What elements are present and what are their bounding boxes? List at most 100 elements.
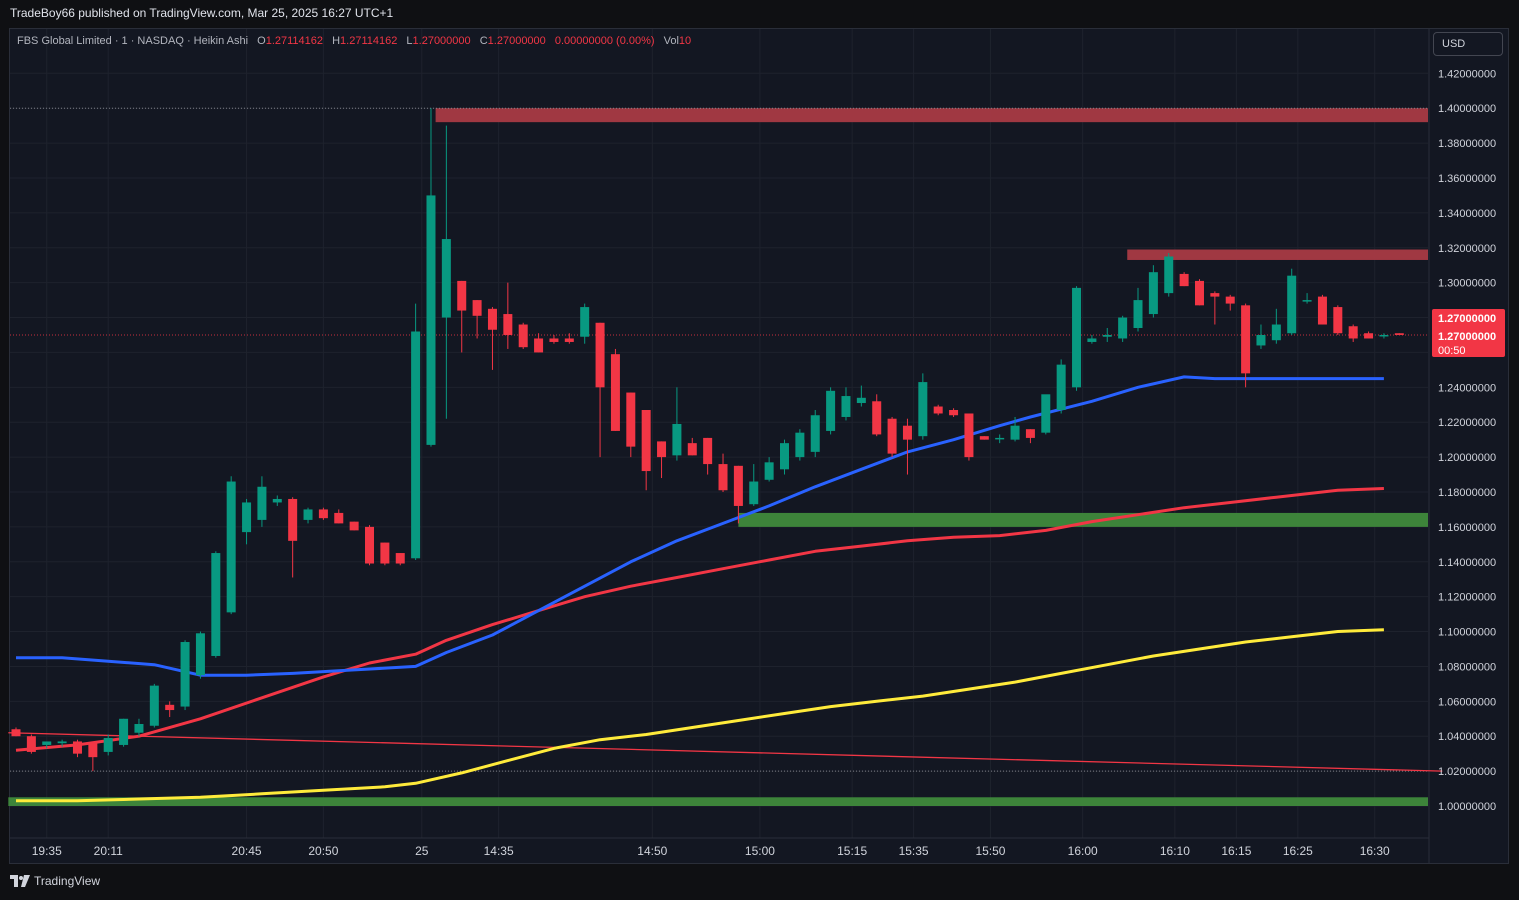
moving-average-yellow[interactable] bbox=[16, 628, 1384, 803]
candle-body[interactable] bbox=[610, 354, 620, 431]
candle-body[interactable] bbox=[933, 406, 943, 414]
candle-body[interactable] bbox=[180, 642, 190, 707]
candle-body[interactable] bbox=[1394, 333, 1404, 335]
candle-body[interactable] bbox=[1118, 317, 1128, 339]
moving-average-red[interactable] bbox=[15, 487, 1384, 752]
candle-body[interactable] bbox=[426, 195, 436, 445]
green-zone[interactable] bbox=[8, 797, 1429, 806]
candle-body[interactable] bbox=[334, 512, 344, 524]
candle-body[interactable] bbox=[580, 307, 590, 337]
candle-body[interactable] bbox=[1225, 296, 1235, 304]
candle-body[interactable] bbox=[380, 542, 390, 564]
candle-body[interactable] bbox=[703, 437, 713, 465]
candle-body[interactable] bbox=[964, 413, 974, 458]
candle-body[interactable] bbox=[1072, 287, 1082, 388]
candle-body[interactable] bbox=[595, 322, 605, 388]
candle-body[interactable] bbox=[872, 401, 882, 435]
trend-line[interactable] bbox=[8, 732, 1443, 772]
candle-body[interactable] bbox=[795, 432, 805, 458]
candle-body[interactable] bbox=[718, 464, 728, 491]
candle-body[interactable] bbox=[1379, 334, 1389, 337]
candle-body[interactable] bbox=[764, 462, 774, 480]
candle-body[interactable] bbox=[1364, 333, 1374, 339]
candle-body[interactable] bbox=[26, 736, 36, 752]
candle-body[interactable] bbox=[226, 481, 236, 613]
candle-body[interactable] bbox=[626, 392, 636, 447]
candle-body[interactable] bbox=[810, 415, 820, 452]
candle-body[interactable] bbox=[749, 481, 759, 505]
candle-body[interactable] bbox=[1256, 334, 1266, 346]
candle-body[interactable] bbox=[1302, 300, 1312, 302]
candle-body[interactable] bbox=[441, 239, 451, 318]
red-zone[interactable] bbox=[435, 108, 1428, 123]
candle-body[interactable] bbox=[195, 633, 205, 676]
candle-body[interactable] bbox=[1041, 394, 1051, 433]
candle-body[interactable] bbox=[487, 308, 497, 330]
candle-body[interactable] bbox=[318, 509, 328, 519]
chart-area[interactable] bbox=[9, 28, 1509, 864]
candle-body[interactable] bbox=[672, 423, 682, 456]
symbol-info[interactable]: FBS Global Limited · 1 · NASDAQ · Heikin… bbox=[17, 35, 249, 47]
candle-body[interactable] bbox=[149, 685, 159, 726]
candle-body[interactable] bbox=[1087, 338, 1097, 342]
green-zone[interactable] bbox=[738, 512, 1428, 527]
candle-body[interactable] bbox=[1164, 256, 1174, 294]
candle-body[interactable] bbox=[1010, 425, 1020, 440]
moving-average-blue[interactable] bbox=[16, 375, 1384, 677]
candle-body[interactable] bbox=[1287, 275, 1297, 334]
candle-body[interactable] bbox=[72, 741, 82, 754]
candle-body[interactable] bbox=[1025, 429, 1035, 438]
candle-body[interactable] bbox=[534, 338, 544, 353]
candle-body[interactable] bbox=[1210, 293, 1220, 297]
candle-body[interactable] bbox=[457, 280, 467, 311]
candle-body[interactable] bbox=[918, 382, 928, 437]
candle-body[interactable] bbox=[134, 724, 144, 733]
candle-body[interactable] bbox=[1148, 272, 1158, 315]
candle-body[interactable] bbox=[472, 300, 482, 316]
candle-body[interactable] bbox=[57, 741, 67, 744]
candle-body[interactable] bbox=[995, 437, 1005, 440]
candle-body[interactable] bbox=[564, 338, 574, 342]
candle-body[interactable] bbox=[733, 465, 743, 506]
candle-body[interactable] bbox=[1102, 334, 1112, 337]
candle-body[interactable] bbox=[657, 441, 667, 458]
candle-body[interactable] bbox=[257, 486, 267, 520]
candle-body[interactable] bbox=[395, 553, 405, 564]
candle-body[interactable] bbox=[88, 743, 98, 758]
candle-body[interactable] bbox=[687, 443, 697, 456]
candle-body[interactable] bbox=[1317, 296, 1327, 325]
candle-body[interactable] bbox=[549, 338, 559, 342]
candle-body[interactable] bbox=[288, 498, 298, 541]
candle-body[interactable] bbox=[1133, 300, 1143, 329]
candle-body[interactable] bbox=[303, 509, 313, 520]
candle-body[interactable] bbox=[42, 741, 52, 745]
candle-body[interactable] bbox=[841, 396, 851, 417]
candle-body[interactable] bbox=[826, 390, 836, 431]
candle-body[interactable] bbox=[641, 409, 651, 472]
candle-body[interactable] bbox=[1348, 326, 1358, 339]
candle-body[interactable] bbox=[242, 502, 252, 533]
candle-body[interactable] bbox=[1194, 280, 1204, 306]
candle-body[interactable] bbox=[349, 521, 359, 531]
candle-body[interactable] bbox=[103, 737, 113, 752]
candle-body[interactable] bbox=[11, 729, 21, 737]
candle-body[interactable] bbox=[1241, 305, 1251, 374]
candle-body[interactable] bbox=[949, 409, 959, 416]
candle-body[interactable] bbox=[411, 331, 421, 559]
candle-body[interactable] bbox=[503, 314, 513, 335]
candle-body[interactable] bbox=[979, 436, 989, 440]
candle-body[interactable] bbox=[165, 704, 175, 711]
candle-body[interactable] bbox=[887, 418, 897, 454]
currency-button[interactable]: USD bbox=[1433, 32, 1503, 56]
red-zone[interactable] bbox=[1127, 249, 1428, 260]
candle-body[interactable] bbox=[856, 397, 866, 404]
candle-body[interactable] bbox=[272, 498, 282, 503]
candle-body[interactable] bbox=[902, 425, 912, 440]
candle-body[interactable] bbox=[1333, 307, 1343, 334]
candle-body[interactable] bbox=[518, 324, 528, 348]
candle-body[interactable] bbox=[365, 526, 375, 564]
candle-body[interactable] bbox=[119, 718, 129, 745]
candle-body[interactable] bbox=[780, 443, 789, 470]
candle-body[interactable] bbox=[1056, 364, 1066, 410]
